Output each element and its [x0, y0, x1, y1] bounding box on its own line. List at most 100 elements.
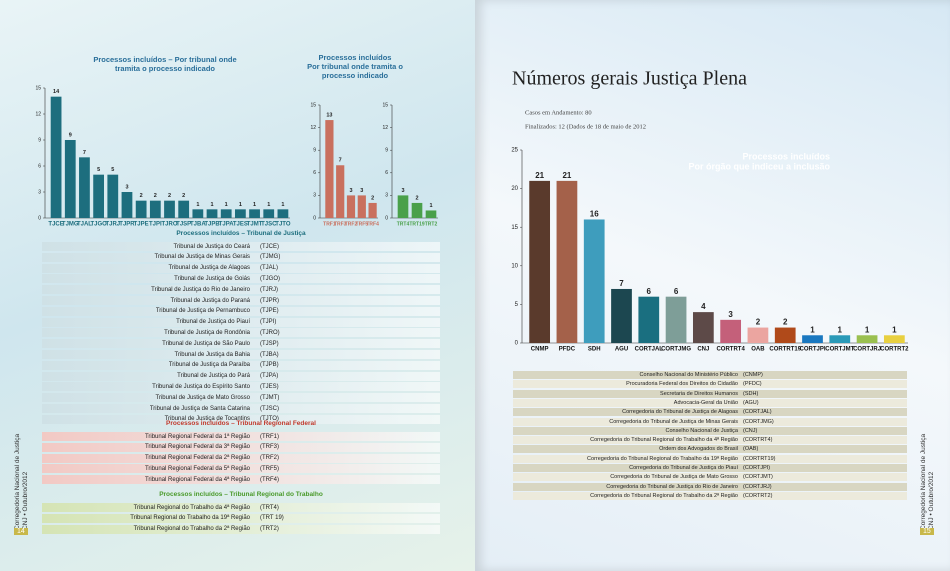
table-row: Corregedoria do Tribunal de Justiça de A…: [513, 408, 907, 417]
table-row: Tribunal de Justiça de Rondônia (TJRO): [42, 328, 440, 338]
row-name: Tribunal de Justiça de Rondônia: [164, 329, 250, 336]
x-tick-label: TJAL: [77, 222, 92, 228]
bar: [802, 335, 823, 343]
x-tick-label: TJRO: [161, 222, 177, 228]
y-tick-label: 15: [382, 102, 388, 108]
row-code: (TJPI): [260, 319, 277, 326]
footer-edition: CNJ • Outubro/2012: [928, 471, 935, 530]
table-row: Corregedoria do Tribunal Regional do Tra…: [513, 491, 907, 500]
value-label: 1: [239, 202, 242, 208]
value-label: 3: [401, 188, 404, 194]
bar: [411, 202, 423, 218]
y-tick-label: 25: [511, 148, 518, 154]
bar: [720, 319, 742, 343]
row-name: Tribunal de Justiça da Bahia: [174, 351, 251, 358]
value-label: 2: [168, 193, 171, 199]
x-tick-label: TJGO: [90, 222, 107, 228]
row-name: Tribunal de Justiça da Paraíba: [168, 362, 250, 369]
x-tick-label: CORTJMT: [825, 347, 854, 353]
row-code: (TJSP): [260, 340, 279, 347]
row-code: (TJMT): [260, 394, 280, 401]
value-label: 7: [619, 279, 624, 288]
table-row: Tribunal de Justiça de Mato Grosso (TJMT): [42, 393, 440, 403]
table-row: Tribunal Regional Federal da 1ª Região (T…: [42, 432, 440, 441]
row-code: (TJCE): [260, 243, 279, 250]
row-code: (CORTRT2): [743, 492, 773, 499]
x-tick-label: TRF1: [323, 221, 336, 227]
bar: [178, 200, 190, 218]
bar: [397, 195, 409, 218]
row-code: (CORTJRJ): [743, 483, 772, 490]
row-code: (TJPB): [260, 362, 279, 369]
value-label: 1: [810, 325, 815, 334]
row-name: Corregedoria do Tribunal de Justiça do R…: [606, 483, 738, 490]
x-tick-label: CORTJMG: [661, 347, 691, 353]
footer-edition: CNJ • Outubro/2012: [22, 471, 29, 530]
value-label: 21: [562, 171, 571, 180]
row-name: Tribunal Regional Federal da 2ª Região: [144, 455, 250, 462]
bar: [220, 209, 232, 218]
value-label: 1: [281, 202, 284, 208]
row-code: (TRF1): [260, 433, 279, 440]
row-name: Tribunal de Justiça de Santa Catarina: [149, 405, 250, 412]
y-tick-label: 5: [515, 302, 519, 308]
value-label: 21: [535, 171, 544, 180]
row-code: (TJPR): [260, 297, 279, 304]
bar: [121, 192, 133, 218]
row-code: (CORTJMT): [743, 474, 773, 481]
x-tick-label: TJPB: [204, 222, 220, 228]
row-name: Tribunal de Justiça de Minas Gerais: [154, 254, 251, 261]
value-label: 16: [590, 210, 599, 219]
row-name: Tribunal Regional do Trabalho da 19ª Reg…: [130, 515, 250, 522]
value-label: 1: [429, 203, 432, 209]
chart-title: Processos incluídos: [742, 151, 830, 161]
x-tick-label: TRF5: [356, 221, 369, 227]
bar: [93, 174, 105, 218]
row-name: Conselho Nacional de Justiça: [665, 427, 738, 434]
table-row: Tribunal Regional Federal da 2ª Região (T…: [42, 453, 440, 463]
bar: [529, 180, 551, 343]
table-row: Corregedoria do Tribunal de Justiça do R…: [513, 482, 907, 491]
chart-title: tramita o processo indicado: [115, 64, 215, 73]
bar: [747, 327, 769, 343]
value-label: 7: [339, 158, 342, 164]
y-tick-label: 0: [515, 341, 519, 347]
row-code: (TRF5): [260, 465, 279, 472]
x-tick-label: AGU: [615, 347, 628, 353]
table-row: Tribunal Regional Federal da 5ª Região (T…: [42, 464, 440, 474]
row-name: Procuradoria Federal dos Direitos do Cid…: [626, 381, 738, 388]
footer-org: Corregedoria Nacional de Justiça: [14, 433, 21, 530]
chart-title: processo indicado: [322, 71, 389, 80]
x-tick-label: CNMP: [531, 347, 549, 353]
table-row: Corregedoria do Tribunal Regional do Tra…: [513, 454, 907, 463]
bar: [149, 200, 161, 218]
andamento: Casos em Andamento: 80: [525, 109, 592, 116]
table-row: Tribunal Regional do Trabalho da 4ª Regi…: [42, 503, 440, 512]
row-name: Tribunal de Justiça de Alagoas: [168, 265, 251, 272]
bar: [611, 288, 632, 343]
bar: [336, 165, 345, 218]
row-code: (CORTRT4): [743, 437, 773, 444]
row-name: Corregedoria do Tribunal de Justiça de M…: [610, 474, 738, 481]
bar: [883, 335, 905, 343]
row-name: Tribunal Regional Federal da 1ª Região: [144, 433, 250, 440]
value-label: 5: [97, 167, 100, 173]
bar: [135, 200, 147, 218]
row-code: (TRF2): [260, 455, 279, 462]
x-tick-label: CORTRT19: [769, 347, 801, 353]
bar: [192, 209, 204, 218]
row-code: (TJTO): [260, 416, 279, 423]
y-tick-label: 20: [511, 186, 518, 192]
row-name: Corregedoria do Tribunal Regional do Tra…: [590, 437, 738, 444]
row-code: (CNMP): [743, 372, 763, 378]
y-tick-label: 9: [313, 148, 316, 154]
row-code: (TRT 19): [260, 515, 284, 522]
chart-title: Por tribunal onde tramita o: [307, 62, 403, 71]
value-label: 1: [865, 325, 870, 334]
x-tick-label: TJPA: [219, 222, 235, 228]
row-code: (TJBA): [260, 351, 279, 358]
chart-title: Processos incluídos – Por tribunal onde: [93, 55, 236, 64]
bar: [556, 180, 578, 343]
row-name: Tribunal Regional Federal da 3ª Região: [144, 444, 250, 451]
row-code: (CORTRT19): [743, 455, 776, 462]
